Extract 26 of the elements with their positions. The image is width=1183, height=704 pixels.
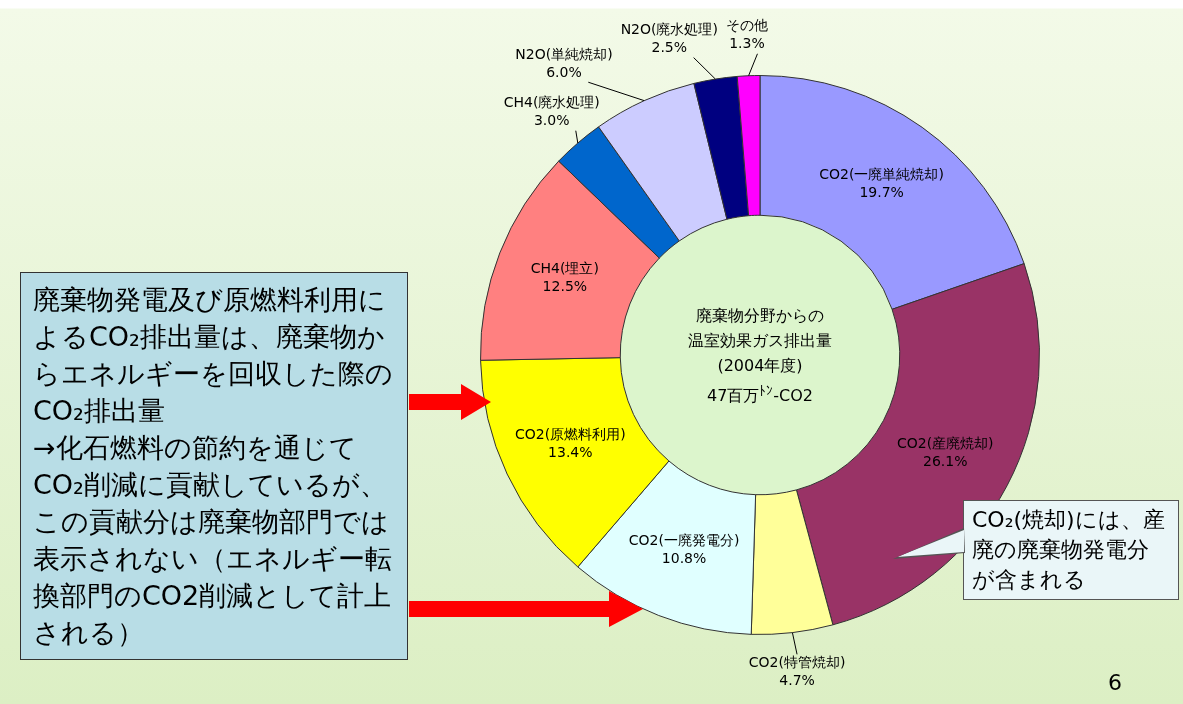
text: 廃棄物発電及び原燃料利用によるCO₂排出量は、廃棄物からエネルギーを回収した際のCO₂排出量 →化石燃料の節約を通じてCO₂削減に貢献しているが、この貢献分は廃棄物部門では表示されない（エネルギー転換部門のCO2削減として計上される） <box>33 284 393 648</box>
slice-label: N2O(廃水処理) <box>620 21 718 38</box>
slice-label: N2O(単純焼却) <box>515 45 613 62</box>
data-label: 1.3% <box>729 35 765 52</box>
data-label: 12.5% <box>542 278 588 295</box>
data-label: 2.5% <box>651 39 688 56</box>
text: 廃棄物分野からの温室効果ガス排出量 <box>687 305 833 352</box>
data-label: 6.0% <box>546 63 582 80</box>
slice-label: その他 <box>725 17 768 34</box>
slice-label: CO2(原燃料利用) <box>515 425 626 442</box>
slice-label: CO2(一廃発電分) <box>628 532 740 549</box>
data-label: 19.7% <box>859 183 904 200</box>
text: 47百万$^{ﾄﾝ}$-CO2 <box>705 382 815 408</box>
slice-label: CO2(一廃単純焼却) <box>819 165 944 182</box>
slice-label: CO2(特管焼却) <box>748 653 846 670</box>
text: CO₂(焼却)には、産廃の廃棄物発電分が含まれる <box>963 500 1179 600</box>
text: 6 <box>1108 670 1122 695</box>
data-label: 26.1% <box>923 452 968 469</box>
slice-label: CH4(廃水処理) <box>503 94 600 111</box>
slice-label: CO2(産廃焼却) <box>896 434 994 451</box>
slice-label: CH4(埋立) <box>530 260 599 277</box>
data-label: 10.8% <box>661 550 707 567</box>
data-label: 3.0% <box>533 112 570 129</box>
data-label: 13.4% <box>548 443 593 460</box>
text: (2004年度) <box>716 355 804 377</box>
data-label: 4.7% <box>779 671 815 688</box>
